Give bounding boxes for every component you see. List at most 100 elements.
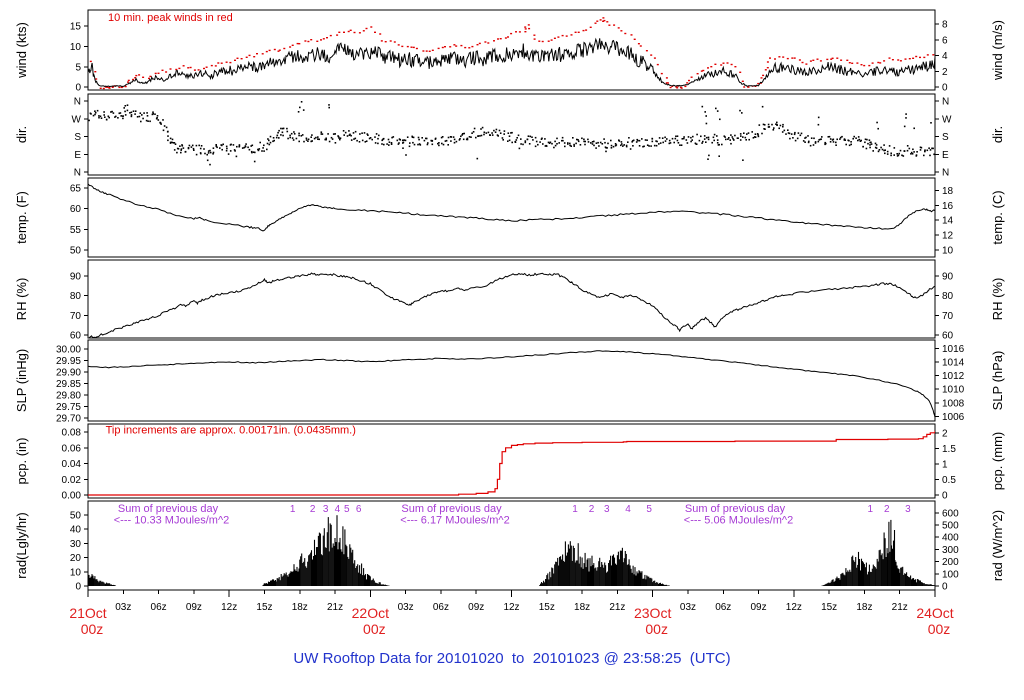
data-dot [760,77,763,79]
data-dot [734,134,736,137]
data-dot [848,139,850,142]
data-dot [768,126,771,128]
data-dot [130,114,133,116]
y-tick-label: 30 [70,539,82,550]
data-dot [802,140,805,142]
data-dot [397,44,400,46]
data-dot [912,57,915,59]
data-dot [481,126,484,129]
data-dot [100,117,103,119]
data-dot [447,136,450,139]
data-dot [445,139,448,142]
data-dot [915,154,918,156]
data-dot [656,140,658,143]
data-dot [205,66,208,68]
data-dot [638,139,641,142]
data-dot [573,143,575,146]
data-dot [603,19,606,22]
data-dot [804,137,806,139]
data-dot [664,136,666,139]
data-dot [187,67,190,69]
data-dot [739,71,742,73]
data-dot [739,139,742,141]
data-dot [111,110,113,113]
data-dot [300,101,303,103]
data-dot [875,144,878,146]
data-dot [195,144,198,147]
x-tick-label: 18z [292,602,308,613]
data-dot [807,141,810,144]
data-dot [730,142,732,145]
data-dot [453,138,456,141]
data-dot [695,143,698,145]
data-dot [507,140,509,142]
data-dot [754,136,757,138]
data-dot [412,46,415,49]
data-dot [388,144,390,146]
y-tick-label: 20 [70,553,82,564]
data-dot [387,138,390,141]
data-dot [841,135,843,138]
data-dot [901,154,903,157]
data-dot [775,123,777,125]
data-dot [852,137,854,140]
data-dot [602,20,605,22]
data-dot [348,130,350,132]
data-dot [758,124,761,126]
data-dot [658,143,660,145]
data-dot [276,134,279,137]
data-dot [874,146,877,149]
data-dot [579,144,582,146]
data-dot [691,139,693,141]
data-dot [161,69,164,71]
data-dot [651,140,654,143]
annotation: Sum of previous day [401,503,502,515]
data-dot [621,143,623,145]
data-dot [669,86,672,89]
data-dot [857,139,859,142]
data-dot [180,151,182,154]
day-label-time: 00z [645,621,668,637]
data-dot [173,149,176,151]
data-dot [419,144,422,146]
data-dot [524,31,527,33]
data-dot [908,58,911,60]
data-dot [827,136,830,138]
y-tick-label: 8 [942,20,948,31]
data-dot [832,141,835,143]
data-dot [179,145,181,147]
pcp-axis-label-right: pcp. (mm) [990,432,1005,491]
data-dot [705,122,708,125]
data-dot [782,56,785,58]
data-dot [539,141,541,143]
data-dot [683,137,685,140]
data-dot [272,137,275,139]
data-steps [88,430,935,496]
data-dot [932,147,934,150]
data-dot [148,77,150,80]
data-dot [303,140,305,143]
data-dot [637,43,640,45]
data-dot [630,34,633,36]
data-dot [280,127,282,130]
data-dot [209,163,211,166]
data-dot [644,139,647,141]
data-dot [916,151,918,153]
data-dot [159,121,162,124]
data-dot [930,122,932,124]
data-dot [728,137,730,139]
y-tick-label: 0 [75,83,81,94]
data-dot [890,152,892,155]
data-dot [595,147,597,149]
data-dot [590,142,592,144]
data-dot [642,145,644,148]
data-dot [532,139,534,141]
data-dot [134,113,136,115]
data-dot [836,57,839,59]
data-dot [893,147,896,149]
data-dot [501,137,504,139]
data-dot [646,144,649,146]
data-dot [343,31,345,33]
data-dot [272,140,274,143]
data-dot [412,136,415,139]
